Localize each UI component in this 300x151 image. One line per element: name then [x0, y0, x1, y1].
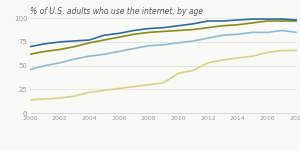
Text: % of U.S. adults who use the internet, by age: % of U.S. adults who use the internet, b… [30, 7, 203, 16]
